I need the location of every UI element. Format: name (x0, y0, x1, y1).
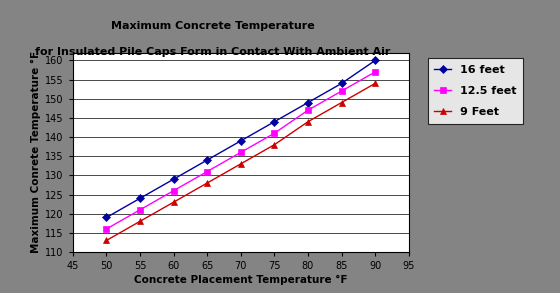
9 Feet (137, 219, 143, 223)
16 feet (170, 178, 177, 181)
X-axis label: Concrete Placement Temperature °F: Concrete Placement Temperature °F (134, 275, 348, 285)
Y-axis label: Maximum Conrete Temperature °F: Maximum Conrete Temperature °F (31, 51, 41, 253)
9 Feet (305, 120, 311, 123)
9 Feet (338, 101, 345, 104)
Line: 16 feet: 16 feet (104, 58, 378, 220)
16 feet (103, 216, 110, 219)
9 Feet (103, 239, 110, 242)
9 Feet (271, 143, 278, 146)
16 feet (305, 101, 311, 104)
9 Feet (237, 162, 244, 166)
16 feet (372, 59, 379, 62)
Text: for Insulated Pile Caps Form in Contact With Ambient Air: for Insulated Pile Caps Form in Contact … (35, 47, 390, 57)
9 Feet (204, 181, 211, 185)
Text: Maximum Concrete Temperature: Maximum Concrete Temperature (111, 21, 315, 30)
16 feet (137, 197, 143, 200)
12.5 feet (237, 151, 244, 154)
Line: 9 Feet: 9 Feet (104, 81, 378, 243)
12.5 feet (372, 70, 379, 74)
Legend: 16 feet, 12.5 feet, 9 Feet: 16 feet, 12.5 feet, 9 Feet (428, 58, 523, 124)
12.5 feet (103, 227, 110, 231)
12.5 feet (338, 89, 345, 93)
16 feet (237, 139, 244, 143)
16 feet (204, 158, 211, 162)
12.5 feet (271, 132, 278, 135)
16 feet (271, 120, 278, 123)
12.5 feet (170, 189, 177, 193)
9 Feet (372, 82, 379, 85)
12.5 feet (204, 170, 211, 173)
12.5 feet (137, 208, 143, 212)
9 Feet (170, 200, 177, 204)
Line: 12.5 feet: 12.5 feet (104, 69, 378, 232)
12.5 feet (305, 108, 311, 112)
16 feet (338, 82, 345, 85)
